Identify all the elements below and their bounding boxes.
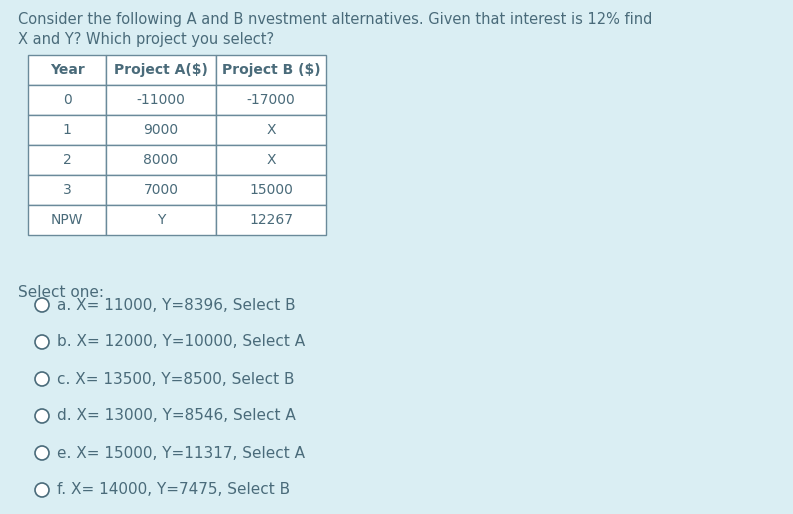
Bar — [216, 175, 326, 205]
Text: e. X= 15000, Y=11317, Select A: e. X= 15000, Y=11317, Select A — [57, 446, 305, 461]
Text: 0: 0 — [63, 93, 71, 107]
Text: 15000: 15000 — [249, 183, 293, 197]
Bar — [106, 175, 216, 205]
Circle shape — [35, 298, 49, 312]
Bar — [106, 115, 216, 145]
Text: 7000: 7000 — [144, 183, 178, 197]
Circle shape — [35, 483, 49, 497]
Bar — [28, 85, 106, 115]
Text: NPW: NPW — [51, 213, 83, 227]
Text: Year: Year — [50, 63, 84, 77]
Bar — [216, 115, 326, 145]
Text: Y: Y — [157, 213, 165, 227]
Text: f. X= 14000, Y=7475, Select B: f. X= 14000, Y=7475, Select B — [57, 483, 290, 498]
Text: 2: 2 — [63, 153, 71, 167]
Text: Consider the following A and B nvestment alternatives. Given that interest is 12: Consider the following A and B nvestment… — [18, 12, 653, 27]
Bar — [28, 175, 106, 205]
Text: d. X= 13000, Y=8546, Select A: d. X= 13000, Y=8546, Select A — [57, 409, 296, 424]
Text: X and Y? Which project you select?: X and Y? Which project you select? — [18, 32, 274, 47]
Text: 8000: 8000 — [144, 153, 178, 167]
Bar — [106, 85, 216, 115]
Bar — [106, 205, 216, 235]
Bar — [216, 205, 326, 235]
Bar — [106, 55, 216, 85]
Text: b. X= 12000, Y=10000, Select A: b. X= 12000, Y=10000, Select A — [57, 335, 305, 350]
Text: 3: 3 — [63, 183, 71, 197]
Circle shape — [35, 446, 49, 460]
Text: X: X — [266, 123, 276, 137]
Text: c. X= 13500, Y=8500, Select B: c. X= 13500, Y=8500, Select B — [57, 372, 294, 387]
Bar — [216, 55, 326, 85]
Bar — [28, 55, 106, 85]
Text: Project B ($): Project B ($) — [222, 63, 320, 77]
Bar — [106, 145, 216, 175]
Text: Select one:: Select one: — [18, 285, 104, 300]
Bar — [216, 85, 326, 115]
Circle shape — [35, 335, 49, 349]
Text: X: X — [266, 153, 276, 167]
Bar — [28, 145, 106, 175]
Bar — [28, 205, 106, 235]
Text: 9000: 9000 — [144, 123, 178, 137]
Text: -11000: -11000 — [136, 93, 186, 107]
Bar — [28, 115, 106, 145]
Text: 1: 1 — [63, 123, 71, 137]
Text: -17000: -17000 — [247, 93, 295, 107]
Text: a. X= 11000, Y=8396, Select B: a. X= 11000, Y=8396, Select B — [57, 298, 296, 313]
Bar — [216, 145, 326, 175]
Circle shape — [35, 409, 49, 423]
Circle shape — [35, 372, 49, 386]
Text: 12267: 12267 — [249, 213, 293, 227]
Text: Project A($): Project A($) — [114, 63, 208, 77]
